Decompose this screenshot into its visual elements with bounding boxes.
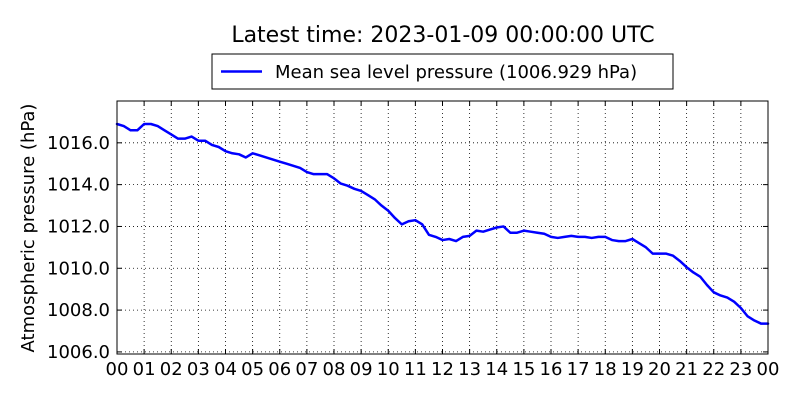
y-tick-labels: 1006.0 1008.0 1010.0 1012.0 1014.0 1016.0 — [47, 133, 110, 363]
x-tick-label: 10 — [377, 359, 400, 380]
x-tick-label: 12 — [431, 359, 454, 380]
y-tick-label: 1012.0 — [47, 216, 110, 237]
legend-label: Mean sea level pressure (1006.929 hPa) — [275, 62, 637, 83]
x-tick-label: 11 — [404, 359, 427, 380]
x-tick-label: 02 — [160, 359, 183, 380]
grid — [117, 101, 768, 354]
legend-box — [211, 53, 674, 90]
x-tick-label: 09 — [350, 359, 373, 380]
y-tick-label: 1006.0 — [47, 342, 110, 363]
y-axis-label: Atmospheric pressure (hPa) — [18, 104, 39, 353]
x-tick-label: 04 — [214, 359, 237, 380]
x-tick-label: 00 — [106, 359, 129, 380]
x-tick-label: 19 — [621, 359, 644, 380]
x-tick-label: 17 — [567, 359, 590, 380]
x-tick-labels: 00 01 02 03 04 05 06 07 08 09 10 11 12 13 14 15 16 17 18 19… — [106, 359, 780, 380]
x-tick-label: 20 — [648, 359, 671, 380]
x-tick-label: 01 — [133, 359, 156, 380]
y-tick-label: 1014.0 — [47, 175, 110, 196]
legend: Mean sea level pressure (1006.929 hPa) — [211, 53, 674, 90]
x-tick-label: 05 — [241, 359, 264, 380]
x-tick-label: 15 — [512, 359, 535, 380]
x-tick-label: 03 — [187, 359, 210, 380]
y-tick-label: 1008.0 — [47, 300, 110, 321]
series-layer — [115, 122, 770, 325]
x-tick-label: 18 — [594, 359, 617, 380]
x-tick-label: 07 — [295, 359, 318, 380]
x-tick-label: 06 — [268, 359, 291, 380]
x-tick-label: 23 — [729, 359, 752, 380]
y-tick-label: 1016.0 — [47, 133, 110, 154]
x-tick-label: 00 — [757, 359, 780, 380]
chart-title: Latest time: 2023-01-09 00:00:00 UTC — [231, 23, 654, 48]
series-line — [115, 122, 770, 325]
x-tick-label: 13 — [458, 359, 481, 380]
x-tick-label: 08 — [323, 359, 346, 380]
x-tick-label: 16 — [540, 359, 563, 380]
x-tick-label: 22 — [702, 359, 725, 380]
x-tick-label: 14 — [485, 359, 508, 380]
ticks — [116, 101, 769, 354]
plot-frame — [116, 100, 769, 355]
x-tick-label: 21 — [675, 359, 698, 380]
y-tick-label: 1010.0 — [47, 258, 110, 279]
